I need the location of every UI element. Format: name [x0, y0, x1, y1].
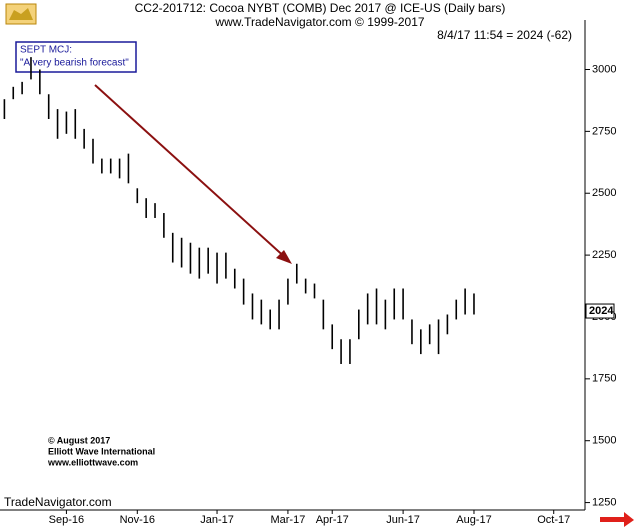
annotation: "A very bearish forecast" [20, 58, 129, 69]
credit: www.elliottwave.com [47, 457, 138, 467]
last-price-box [585, 303, 615, 319]
quote: 8/4/17 11:54 = 2024 (-62) [437, 28, 572, 42]
y-tick-label: 1250 [592, 496, 616, 508]
scroll-arrow[interactable] [600, 512, 634, 527]
x-tick-label: Apr-17 [316, 514, 349, 526]
credit: Elliott Wave International [48, 446, 155, 456]
x-tick-label: Sep-16 [49, 514, 84, 526]
x-tick-label: Nov-16 [120, 514, 155, 526]
x-tick-label: Aug-17 [456, 514, 491, 526]
annotation-box [15, 41, 137, 73]
annotation: SEPT MCJ: [20, 45, 72, 56]
credit: © August 2017 [48, 435, 110, 445]
arrow [94, 84, 292, 264]
y-tick-label: 2750 [592, 125, 616, 137]
y-tick-label: 3000 [592, 63, 616, 75]
last-price-label: 2024 [589, 305, 614, 317]
chart-subtitle: www.TradeNavigator.com © 1999-2017 [214, 15, 424, 29]
y-tick-label: 2250 [592, 249, 616, 261]
x-tick-label: Mar-17 [270, 514, 305, 526]
y-tick-label: 1500 [592, 435, 616, 447]
chart-title: CC2-201712: Cocoa NYBT (COMB) Dec 2017 @… [135, 1, 506, 15]
y-tick-label: 2500 [592, 187, 616, 199]
source: TradeNavigator.com [4, 495, 112, 509]
logo [5, 3, 37, 25]
x-tick-label: Jun-17 [386, 514, 420, 526]
y-tick-label: 1750 [592, 373, 616, 385]
x-tick-label: Jan-17 [200, 514, 234, 526]
x-tick-label: Oct-17 [537, 514, 570, 526]
